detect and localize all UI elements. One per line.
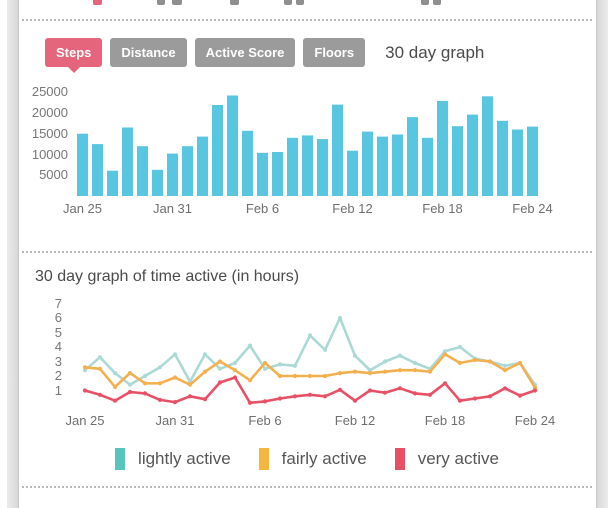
page-gutter-right — [596, 0, 608, 508]
legend-item: lightly active — [115, 448, 231, 470]
tab-distance[interactable]: Distance — [110, 38, 187, 67]
line-x-tick: Feb 12 — [334, 413, 376, 428]
line-x-tick: Jan 25 — [65, 413, 105, 428]
separator-bottom — [22, 486, 592, 488]
line-y-tick: 1 — [54, 382, 62, 398]
chart-legend: lightly active fairly active very active — [18, 446, 596, 472]
bar-y-tick: 5000 — [39, 167, 68, 183]
legend-label: fairly active — [281, 449, 367, 468]
bar-y-tick: 15000 — [31, 125, 68, 141]
bar-chart-y-axis: 5000 10000 15000 20000 25000 — [28, 84, 68, 196]
time-active-line-chart — [70, 298, 550, 410]
bar-x-tick: Feb 24 — [512, 201, 553, 216]
line-y-tick: 5 — [54, 324, 62, 340]
legend-swatch — [115, 448, 126, 470]
bar-chart-x-axis: Jan 25 Jan 31 Feb 6 Feb 12 Feb 18 Feb 24 — [63, 201, 555, 217]
truncated-glyph — [421, 0, 429, 5]
line-x-tick: Feb 18 — [424, 413, 466, 428]
truncated-glyph — [157, 0, 165, 5]
line-y-tick: 2 — [54, 368, 62, 383]
line-x-tick: Feb 6 — [248, 413, 282, 428]
truncated-content-row — [18, 0, 596, 8]
line-y-tick: 6 — [54, 310, 62, 325]
line-y-tick: 3 — [54, 353, 62, 369]
line-y-tick: 7 — [54, 295, 62, 311]
bar-x-tick: Feb 6 — [245, 201, 280, 216]
truncated-glyph — [296, 0, 304, 5]
steps-bar-chart — [75, 88, 541, 196]
line-chart-x-axis: Jan 25 Jan 31 Feb 6 Feb 12 Feb 18 Feb 24 — [65, 413, 555, 429]
truncated-glyph — [230, 0, 239, 5]
page-gutter-left — [7, 0, 19, 508]
bar-y-tick: 10000 — [31, 146, 68, 162]
bar-y-tick: 20000 — [31, 104, 68, 120]
tab-steps[interactable]: Steps — [45, 38, 103, 73]
separator-top — [22, 19, 592, 21]
legend-swatch — [258, 448, 269, 470]
tab-floors[interactable]: Floors — [303, 38, 366, 67]
legend-item: very active — [394, 448, 499, 470]
line-chart-title: 30 day graph of time active (in hours) — [35, 268, 300, 285]
legend-label: lightly active — [138, 449, 231, 468]
line-chart-svg — [82, 315, 538, 405]
truncated-glyph — [284, 0, 292, 5]
line-y-tick: 4 — [54, 339, 62, 354]
bar-chart-svg — [77, 95, 538, 196]
truncated-glyph — [172, 0, 182, 5]
tab-active-score[interactable]: Active Score — [194, 38, 296, 67]
bar-x-tick: Feb 18 — [422, 201, 463, 216]
bar-x-tick: Jan 25 — [62, 201, 103, 216]
legend-label: very active — [417, 449, 499, 468]
legend-swatch — [394, 448, 405, 470]
truncated-glyph — [433, 0, 441, 5]
separator-middle — [22, 251, 592, 253]
line-x-tick: Feb 24 — [514, 413, 556, 428]
chart-metric-tabs: Steps Distance Active Score Floors 30 da… — [45, 38, 485, 73]
legend-item: fairly active — [258, 448, 367, 470]
bar-x-tick: Feb 12 — [332, 201, 373, 216]
bar-chart-title: 30 day graph — [385, 42, 485, 62]
bar-x-tick: Jan 31 — [152, 201, 193, 216]
bar-y-tick: 25000 — [31, 84, 68, 100]
line-x-tick: Jan 31 — [155, 413, 195, 428]
truncated-glyph — [93, 0, 102, 5]
